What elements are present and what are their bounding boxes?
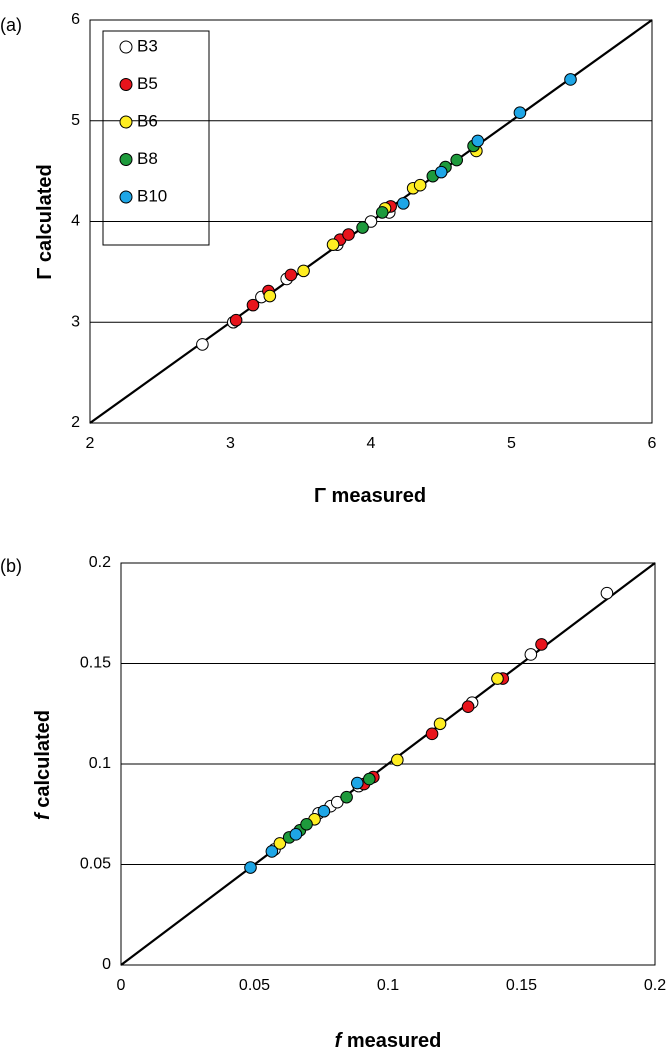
panel-b-x-axis-title: f measured: [335, 1030, 442, 1049]
point-b8: [340, 790, 353, 804]
point-b5: [461, 700, 475, 714]
legend-label-b5: B5: [137, 74, 158, 93]
y-tick-label: 0.1: [89, 755, 111, 772]
x-tick-label: 0.05: [239, 977, 270, 994]
panel-b-y-axis-symbol: f: [32, 811, 54, 820]
y-tick-label: 0.2: [89, 554, 111, 571]
point-b10: [471, 134, 485, 148]
point-b10: [513, 106, 527, 119]
point-b6: [433, 717, 447, 731]
panel-b-points: [244, 586, 614, 874]
point-b10: [289, 828, 303, 841]
panel-a-legend: B3 B5 B6 B8 B10: [102, 30, 210, 246]
legend-label-b8: B8: [137, 149, 158, 168]
y-tick-label: 0: [102, 956, 111, 973]
panel-b-plot-area: [120, 562, 656, 966]
point-b5: [284, 268, 298, 282]
panel-a-y-axis-text: calculated: [34, 164, 56, 267]
point-b6: [263, 289, 277, 303]
point-b6: [491, 672, 504, 685]
panel-a-y-ticks: 2 3 4 5 6: [71, 11, 80, 431]
x-tick-label: 3: [226, 435, 235, 452]
point-b8: [450, 153, 464, 167]
point-b6: [413, 178, 427, 192]
legend-box: [102, 30, 210, 246]
legend-marker-b8: [119, 153, 133, 166]
legend-label-b3: B3: [137, 36, 158, 55]
point-b6: [297, 264, 310, 278]
x-tick-label: 0.1: [377, 977, 399, 994]
y-tick-label: 3: [71, 313, 80, 330]
point-b5: [229, 313, 243, 327]
panel-a-x-axis-title: Γ measured: [314, 485, 426, 507]
point-b8: [363, 772, 376, 786]
legend-label-b6: B6: [137, 111, 158, 130]
point-b3: [196, 338, 209, 351]
x-tick-label: 0.15: [506, 977, 537, 994]
panel-a-x-axis-symbol: Γ: [314, 485, 326, 507]
x-tick-label: 6: [648, 435, 657, 452]
x-tick-label: 0.2: [644, 977, 666, 994]
panel-b-x-ticks: 0 0.05 0.1 0.15 0.2: [117, 977, 667, 994]
point-b8: [356, 221, 369, 234]
legend-marker-b5: [119, 78, 133, 91]
point-b6: [273, 837, 287, 850]
panel-b-y-axis-title: f calculated: [32, 710, 54, 820]
y-tick-label: 6: [71, 11, 80, 28]
panel-b-x-axis-symbol: f: [335, 1030, 344, 1049]
panel-a-x-axis-text: measured: [326, 485, 426, 507]
point-b10: [265, 845, 279, 858]
legend-marker-b10: [119, 190, 133, 204]
y-tick-label: 2: [71, 414, 80, 431]
x-tick-label: 4: [367, 435, 376, 452]
point-b8: [300, 818, 313, 831]
point-b10: [397, 197, 410, 210]
point-b3: [524, 648, 538, 661]
panel-b-reference-line: [120, 562, 656, 966]
panel-a-y-axis-symbol: Γ: [34, 268, 56, 280]
point-b6: [326, 238, 340, 251]
point-b6: [391, 753, 404, 767]
panel-a-plot-area: [89, 19, 653, 424]
y-tick-label: 0.15: [80, 655, 111, 672]
point-b10: [244, 861, 257, 874]
point-b8: [375, 206, 389, 219]
x-tick-label: 2: [86, 435, 95, 452]
panel-a-x-ticks: 2 3 4 5 6: [86, 435, 657, 452]
panel-b-y-axis-text: calculated: [32, 710, 54, 813]
point-b5: [535, 638, 548, 651]
panel-b-x-axis-text: measured: [341, 1030, 441, 1049]
legend-label-b10: B10: [137, 186, 167, 205]
legend-marker-b3: [119, 40, 133, 54]
legend-marker-b6: [119, 115, 133, 129]
panel-b-y-ticks: 0 0.05 0.1 0.15 0.2: [80, 554, 111, 973]
point-b10: [434, 165, 448, 179]
point-b5: [246, 298, 260, 312]
y-tick-label: 5: [71, 112, 80, 129]
point-b3: [364, 215, 378, 228]
panel-a-label: (a): [0, 15, 22, 35]
panel-a-points: [196, 73, 577, 351]
point-b3: [600, 586, 614, 600]
x-tick-label: 5: [507, 435, 516, 452]
y-tick-label: 0.05: [80, 856, 111, 873]
point-b10: [317, 804, 331, 818]
point-b5: [425, 727, 439, 741]
x-tick-label: 0: [117, 977, 126, 994]
panel-a-y-axis-title: Γ calculated: [34, 164, 56, 279]
point-b5: [342, 228, 355, 241]
point-b10: [564, 73, 577, 86]
point-b10: [350, 776, 364, 790]
panel-b-chart: (b) 0 0.05 0.1 0.15 0.2 0 0.05 0.1 0.15 0.2 f me…: [0, 554, 667, 1052]
panel-b-label: (b): [0, 556, 22, 576]
y-tick-label: 4: [71, 213, 80, 230]
